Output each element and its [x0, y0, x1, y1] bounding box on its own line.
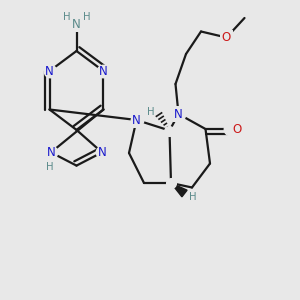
- Text: N: N: [45, 64, 54, 78]
- Text: H: H: [46, 162, 53, 172]
- Text: N: N: [98, 146, 106, 159]
- Text: H: H: [189, 191, 196, 202]
- Text: H: H: [83, 11, 90, 22]
- Text: N: N: [132, 113, 141, 127]
- Text: N: N: [99, 64, 108, 78]
- Text: N: N: [72, 17, 81, 31]
- Text: O: O: [232, 122, 242, 136]
- Text: H: H: [147, 106, 154, 117]
- Text: N: N: [46, 146, 56, 159]
- Text: O: O: [222, 31, 231, 44]
- Polygon shape: [171, 183, 187, 197]
- Text: H: H: [63, 11, 70, 22]
- Text: N: N: [174, 107, 183, 121]
